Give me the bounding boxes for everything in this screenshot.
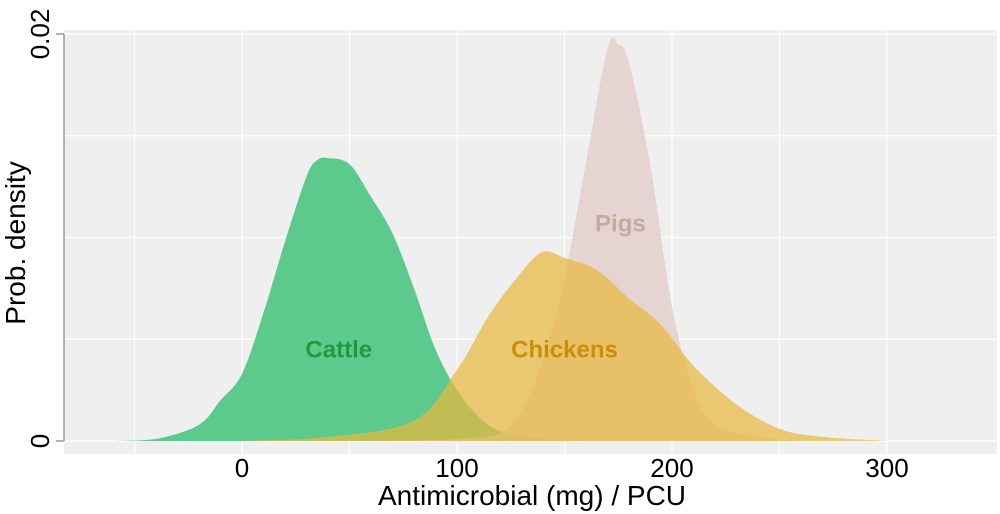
y-tick-label: 0.02 [25,9,55,60]
x-tick-label: 100 [435,453,478,483]
series-labels: Cattle Pigs Chickens [305,210,645,363]
y-axis-ticks: 00.02 [25,9,64,448]
area-pigs [371,37,801,441]
series-label-pigs: Pigs [595,210,646,237]
x-axis-title: Antimicrobial (mg) / PCU [378,480,686,511]
series-label-cattle: Cattle [305,336,372,363]
area-cattle [113,157,586,442]
area-chickens [242,251,887,441]
y-axis-title: Prob. density [0,161,31,324]
density-areas [113,37,887,442]
series-label-chickens: Chickens [511,336,618,363]
x-tick-label: 200 [650,453,693,483]
x-axis-ticks: 0 100 200 300 [235,453,909,483]
y-tick-label: 0 [25,434,55,448]
x-tick-label: 0 [235,453,249,483]
x-tick-label: 300 [865,453,908,483]
